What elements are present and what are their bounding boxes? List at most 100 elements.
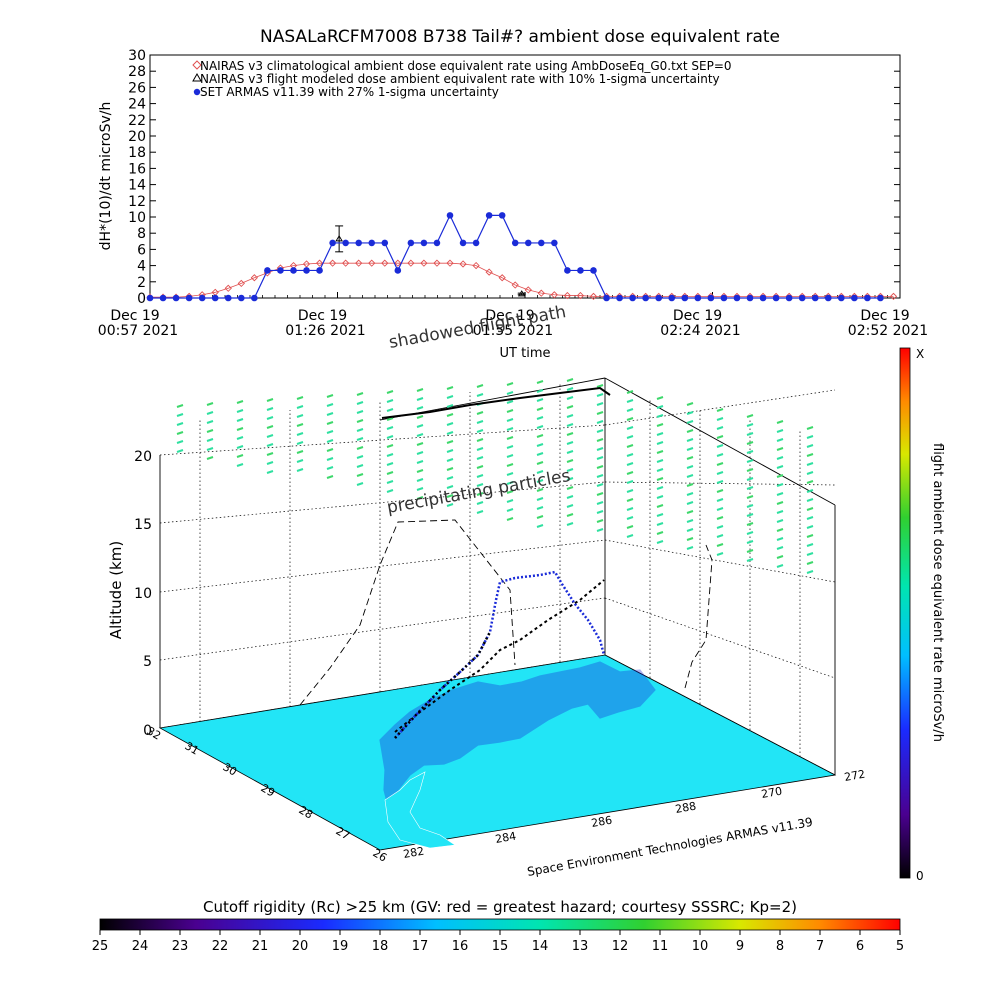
precip-dash — [566, 522, 574, 526]
precip-dash — [296, 396, 304, 400]
precip-dash — [476, 483, 484, 487]
precip-dash — [806, 489, 814, 493]
armas-point — [577, 267, 584, 274]
precip-dash — [236, 463, 244, 467]
precip-dash — [746, 477, 754, 481]
precip-dash — [686, 411, 694, 415]
precip-dash — [716, 408, 724, 412]
precip-dash — [506, 508, 514, 512]
top-y-tick-label: 30 — [128, 48, 146, 64]
legend-label-nairas-flight: NAIRAS v3 flight modeled dose ambient eq… — [200, 72, 720, 86]
map-floor-sea — [158, 654, 837, 851]
top-x-tick-label: 00:57 2021 — [98, 323, 178, 339]
cutoff-colorbar-ticks: 25 24 23 22 21 20 19 18 17 16 15 14 13 12 11 10 9 8 7 6 5 — [92, 930, 904, 954]
precip-dash — [536, 416, 544, 420]
precip-dash — [416, 406, 424, 410]
armas-point — [707, 294, 715, 302]
precip-dash — [176, 440, 184, 444]
armas-point — [172, 294, 180, 302]
precip-dash — [746, 531, 754, 535]
precip-dash — [686, 447, 694, 451]
precip-dash — [806, 498, 814, 502]
cutoff-colorbar: Cutoff rigidity (Rc) >25 km (GV: red = g… — [92, 898, 904, 954]
precip-dash — [506, 499, 514, 503]
top-y-tick-label: 8 — [137, 226, 146, 242]
cutoff-tick-label: 24 — [132, 939, 149, 954]
precip-dash — [536, 407, 544, 411]
cutoff-tick-label: 21 — [252, 939, 269, 954]
precip-dash — [296, 441, 304, 445]
precip-dash — [566, 387, 574, 391]
precip-dash — [236, 418, 244, 422]
armas-point — [420, 239, 428, 247]
nairas-clim-point — [589, 292, 598, 301]
nairas-clim-point — [537, 289, 545, 297]
precip-dash — [716, 426, 724, 430]
armas-point — [616, 294, 623, 302]
longitude-tick: 286 — [590, 814, 613, 830]
precip-dash — [746, 495, 754, 499]
cutoff-tick-label: 12 — [612, 939, 629, 954]
nairas-clim-point — [889, 292, 898, 301]
armas-point — [251, 294, 258, 302]
precip-dash — [716, 489, 724, 493]
armas-point — [655, 294, 662, 302]
precip-dash — [386, 471, 394, 475]
precip-dash — [506, 490, 514, 494]
precip-dash — [746, 423, 754, 427]
precip-dash — [326, 448, 334, 452]
precip-dash — [176, 404, 184, 408]
top-y-tick-label: 28 — [128, 64, 146, 80]
precip-dash — [356, 410, 364, 414]
armas-point — [459, 239, 467, 247]
armas-series-line — [150, 213, 881, 299]
precip-dash — [206, 429, 214, 433]
precip-dash — [566, 396, 574, 400]
precip-dash — [386, 417, 394, 421]
latitude-tick: 26 — [371, 846, 390, 864]
precip-dash — [656, 540, 664, 544]
legend-label-armas: SET ARMAS v11.39 with 27% 1-sigma uncert… — [200, 85, 499, 99]
precip-dash — [806, 435, 814, 439]
nairas-clim-point — [328, 259, 337, 267]
cutoff-tick-label: 8 — [776, 939, 784, 954]
precip-dash — [416, 469, 424, 473]
precip-dash — [566, 504, 574, 508]
precip-dash — [656, 423, 664, 427]
precip-dash — [686, 537, 694, 541]
precip-dash — [506, 481, 514, 485]
precip-dash — [746, 450, 754, 454]
precip-dash — [716, 480, 724, 484]
nairas-clim-point — [224, 284, 232, 292]
precip-dash — [446, 431, 454, 435]
precip-dash — [446, 440, 454, 444]
precip-dash — [686, 420, 694, 424]
map-land-detail — [384, 771, 456, 849]
precip-dash — [806, 444, 814, 448]
precip-dash — [596, 483, 604, 487]
armas-point — [564, 267, 571, 274]
precip-dash — [686, 438, 694, 442]
armas-point — [824, 294, 832, 302]
precip-dash — [776, 555, 784, 559]
armas-point — [185, 294, 193, 302]
precip-dash — [776, 501, 784, 505]
precipitating-particles-field — [176, 378, 814, 574]
precip-dash — [686, 456, 694, 460]
precip-dash — [506, 436, 514, 440]
armas-point — [798, 294, 806, 302]
precip-dash — [566, 513, 574, 517]
precip-dash — [476, 501, 484, 505]
precip-dash — [356, 437, 364, 441]
top-series-layer — [146, 212, 898, 302]
precip-dash — [686, 492, 694, 496]
top-y-tick-label: 26 — [128, 80, 146, 96]
precip-dash — [776, 492, 784, 496]
precip-dash — [446, 485, 454, 489]
top-y-tick-label: 0 — [137, 291, 146, 307]
precip-dash — [536, 515, 544, 519]
precip-dash — [806, 480, 814, 484]
precip-dash — [326, 457, 334, 461]
ground-track-shadow — [394, 579, 605, 733]
